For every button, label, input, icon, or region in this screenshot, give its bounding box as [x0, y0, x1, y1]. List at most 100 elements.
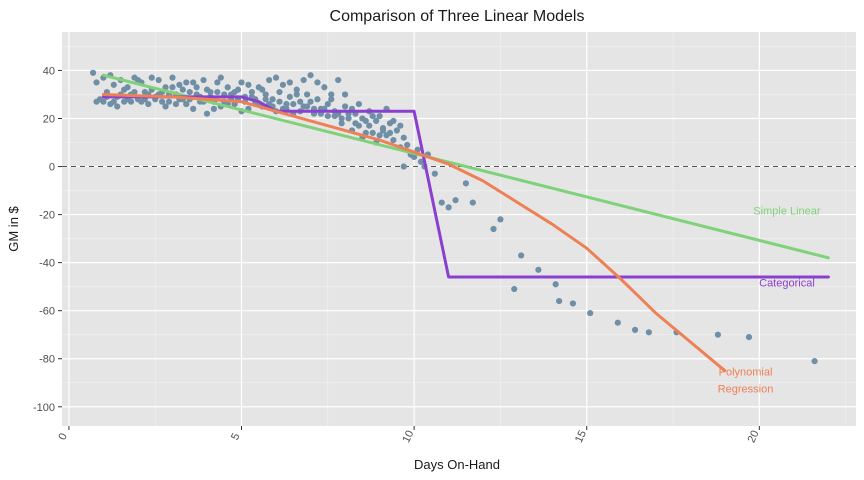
data-point	[203, 86, 211, 93]
data-point	[293, 86, 300, 93]
data-point	[145, 100, 152, 108]
data-point	[355, 100, 362, 108]
data-point	[300, 76, 307, 84]
data-point	[469, 199, 476, 206]
data-point	[400, 134, 407, 141]
data-point	[811, 358, 818, 365]
data-point	[452, 197, 459, 204]
data-point	[262, 96, 269, 103]
data-point	[176, 81, 183, 88]
data-point	[179, 86, 186, 93]
annotation-label: Polynomial	[719, 367, 773, 379]
x-tick-label: 5	[229, 431, 242, 442]
data-point	[335, 76, 342, 84]
data-point	[162, 103, 169, 110]
data-point	[162, 84, 169, 91]
data-point	[183, 79, 190, 86]
x-axis-title: Days On-Hand	[414, 457, 500, 472]
data-point	[324, 100, 331, 108]
data-point	[190, 79, 197, 86]
data-point	[341, 91, 349, 98]
data-point	[386, 129, 394, 137]
data-point	[556, 297, 563, 305]
data-point	[369, 129, 376, 137]
annotation-label: Categorical	[759, 278, 815, 290]
data-point	[307, 98, 314, 105]
data-point	[431, 170, 438, 177]
y-tick-label: -100	[33, 402, 55, 414]
x-tick-label: 20	[746, 429, 762, 445]
data-point	[121, 86, 128, 93]
data-point	[366, 122, 373, 129]
data-point	[438, 199, 445, 206]
data-point	[518, 252, 525, 259]
data-point	[497, 216, 504, 223]
data-point	[159, 98, 166, 105]
data-point	[397, 122, 404, 129]
data-point	[404, 141, 411, 149]
data-point	[490, 225, 497, 233]
data-point	[417, 158, 425, 165]
data-point	[217, 74, 224, 81]
data-point	[511, 285, 518, 293]
data-point	[172, 100, 180, 108]
data-point	[535, 266, 542, 273]
grid-lines	[62, 32, 856, 426]
data-point	[169, 84, 176, 91]
y-tick-label: -60	[39, 306, 55, 318]
data-point	[214, 88, 221, 96]
data-point	[200, 76, 207, 84]
data-point	[714, 331, 722, 338]
annotation-label: Regression	[718, 383, 774, 395]
data-point	[297, 98, 304, 105]
series-line-simple-linear	[101, 73, 830, 260]
data-point	[445, 204, 452, 211]
data-point	[210, 105, 217, 112]
annotation-label: Simple Linear	[753, 206, 821, 218]
data-point	[89, 69, 97, 76]
data-point	[587, 309, 594, 317]
y-tick-label: -80	[39, 354, 55, 366]
data-point	[224, 84, 231, 91]
data-point	[110, 81, 117, 88]
data-point	[321, 84, 328, 91]
data-point	[131, 88, 138, 96]
data-point	[569, 300, 577, 307]
data-point	[390, 117, 397, 124]
x-tick-label: 15	[573, 429, 589, 445]
model-lines	[101, 73, 830, 373]
data-point	[462, 180, 470, 187]
data-point	[400, 163, 407, 170]
data-point	[165, 98, 173, 105]
data-point	[269, 96, 276, 103]
data-point	[645, 329, 652, 336]
data-point	[376, 112, 383, 120]
x-axis: 0 5 10 15 20	[56, 426, 762, 445]
data-point	[631, 326, 639, 334]
data-point	[279, 81, 287, 88]
data-point	[248, 88, 255, 96]
data-point	[193, 84, 200, 91]
data-point	[390, 137, 397, 144]
data-point	[138, 98, 145, 105]
data-point	[314, 96, 321, 103]
data-point	[190, 105, 197, 112]
series-line-polynomial-regression	[101, 93, 727, 373]
data-point	[745, 334, 753, 341]
y-tick-label: 40	[43, 65, 55, 77]
data-point	[276, 88, 283, 96]
data-point	[345, 115, 352, 122]
data-point	[272, 74, 280, 81]
data-point	[169, 74, 176, 81]
data-point	[324, 112, 331, 120]
annotations: Simple Linear Categorical Polynomial Regres…	[718, 206, 821, 396]
y-axis-title: GM in $	[6, 205, 21, 251]
data-point	[259, 86, 266, 93]
data-point	[393, 127, 400, 134]
data-point	[283, 100, 290, 108]
data-point	[203, 110, 211, 117]
data-point	[314, 79, 321, 86]
data-point	[552, 281, 559, 288]
data-point	[286, 79, 293, 86]
chart-title: Comparison of Three Linear Models	[330, 8, 585, 25]
